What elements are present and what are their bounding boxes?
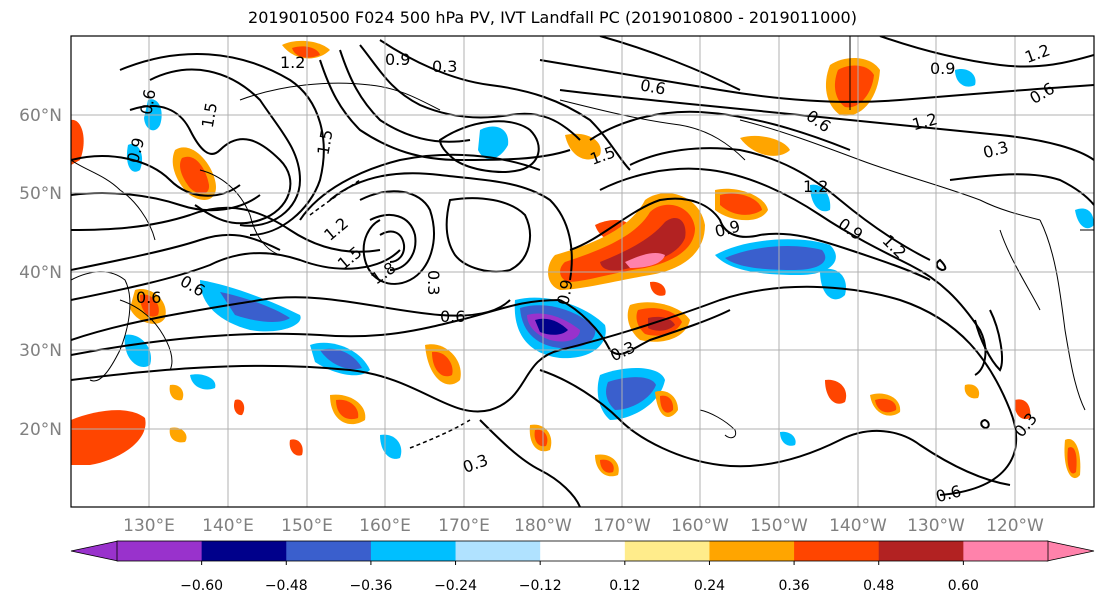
contour-label: 0.6 xyxy=(136,288,161,307)
lon-label: 170°E xyxy=(438,516,490,536)
contour-label: 0.3 xyxy=(432,57,457,76)
lat-label: 50°N xyxy=(19,184,62,204)
colorbar xyxy=(70,540,1095,562)
lon-label: 140°E xyxy=(202,516,254,536)
lat-label: 30°N xyxy=(19,341,62,361)
lon-label: 130°W xyxy=(907,516,965,536)
colorbar-tick-label: −0.36 xyxy=(349,578,392,594)
lon-label: 130°E xyxy=(123,516,175,536)
colorbar-segment xyxy=(624,541,710,561)
lon-label: 140°W xyxy=(829,516,887,536)
colorbar-segment xyxy=(201,541,287,561)
lon-label: 120°W xyxy=(986,516,1044,536)
colorbar-tick-label: 0.12 xyxy=(609,578,640,594)
longitude-labels: 130°E 140°E 150°E 160°E 170°E 180°W 170°… xyxy=(123,516,1044,536)
lon-label: 150°E xyxy=(281,516,333,536)
colorbar-tick-label: −0.12 xyxy=(519,578,562,594)
lon-label: 170°W xyxy=(593,516,651,536)
colorbar-tick-label: 0.24 xyxy=(694,578,725,594)
lat-label: 60°N xyxy=(19,106,62,126)
colorbar-tick-label: 0.36 xyxy=(779,578,810,594)
contour-label: 0.3 xyxy=(424,270,443,295)
coastlines xyxy=(71,36,1094,439)
contour-label: 1.5 xyxy=(198,101,221,129)
contour-label: 0.6 xyxy=(136,88,159,116)
contour-label: 1.5 xyxy=(313,128,336,156)
colorbar-extend-min xyxy=(70,540,119,562)
dashed-contour xyxy=(309,179,361,216)
contour-label: 1.2 xyxy=(280,53,305,72)
map-frame xyxy=(70,35,1095,508)
colorbar-tick-label: 0.48 xyxy=(863,578,894,594)
contour-label: 0.6 xyxy=(639,75,667,98)
colorbar-segment xyxy=(709,541,795,561)
colorbar-segment xyxy=(286,541,372,561)
lon-label: 150°W xyxy=(750,516,808,536)
lat-label: 20°N xyxy=(19,420,62,440)
contour-label: 0.6 xyxy=(440,307,465,326)
colorbar-tick-label: −0.48 xyxy=(265,578,308,594)
lat-label: 40°N xyxy=(19,263,62,283)
contour-label: 0.9 xyxy=(553,278,576,306)
colorbar-labels: −0.60 −0.48 −0.36 −0.24 −0.12 0.12 0.24 0.36 0.4… xyxy=(180,561,979,594)
colorbar-segment xyxy=(540,541,626,561)
colorbar-segment xyxy=(117,541,203,561)
lon-label: 180°W xyxy=(514,516,572,536)
contour-label: 1.2 xyxy=(803,177,828,196)
colorbar-segment xyxy=(370,541,457,561)
colorbar-segment xyxy=(794,541,880,561)
lon-label: 160°E xyxy=(359,516,411,536)
latitude-labels: 60°N 50°N 40°N 30°N 20°N xyxy=(19,106,62,440)
colorbar-tick-label: −0.24 xyxy=(434,578,477,594)
colorbar-segment xyxy=(878,541,964,561)
contour-label: 0.9 xyxy=(385,50,410,69)
colorbar-tick-label: 0.60 xyxy=(948,578,979,594)
gridlines xyxy=(71,36,1094,507)
contour-label: 0.9 xyxy=(930,59,955,78)
colorbar-tick-label: −0.60 xyxy=(180,578,223,594)
colorbar-frame xyxy=(116,540,1049,562)
map-title: 2019010500 F024 500 hPa PV, IVT Landfall… xyxy=(248,8,857,27)
colorbar-segment xyxy=(963,541,1049,561)
colorbar-extend-max xyxy=(1046,540,1095,562)
colorbar-segment xyxy=(455,541,541,561)
pv-contours xyxy=(71,36,1094,507)
lon-label: 160°W xyxy=(671,516,729,536)
